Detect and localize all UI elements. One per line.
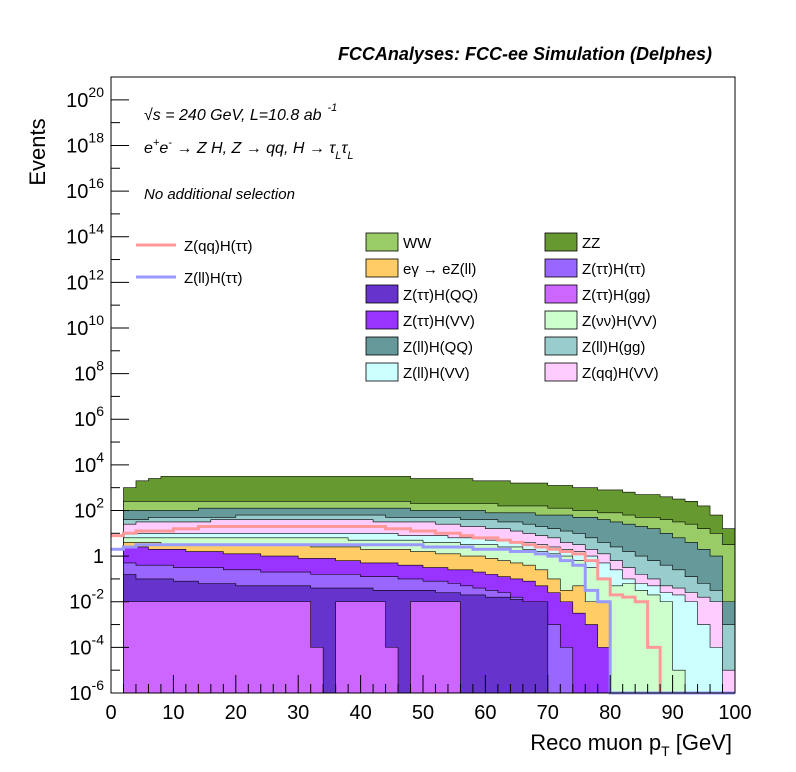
x-tick-label: 10 xyxy=(162,702,184,724)
x-tick-label: 80 xyxy=(599,702,621,724)
signal-Zll_Htautau xyxy=(111,543,735,695)
legend-label: Z(ll)H(QQ) xyxy=(403,339,473,356)
y-tick-label: 10-4 xyxy=(69,631,104,659)
legend-label: WW xyxy=(403,235,432,252)
legend-label: Z(qq)H(ττ) xyxy=(184,238,253,255)
x-tick-label: 20 xyxy=(225,702,247,724)
legend-label: Z(ττ)H(gg) xyxy=(582,287,651,304)
y-tick-label: 102 xyxy=(74,494,104,522)
y-tick-label: 1016 xyxy=(66,175,104,203)
y-tick-label: 1 xyxy=(93,546,104,568)
x-axis-label: Reco muon pT [GeV] xyxy=(530,730,732,759)
legend-label: Z(ll)H(ττ) xyxy=(184,270,243,287)
energy-lumi-text: √s = 240 GeV, L=10.8 ab xyxy=(144,107,322,124)
y-axis: 10-6 10-4 10-2 1 102 104 106 108 1010 1012 1014 101… xyxy=(66,76,129,705)
legend-swatch xyxy=(365,310,399,330)
y-tick-label: 106 xyxy=(74,403,104,431)
y-axis-label: Events xyxy=(25,118,50,185)
x-tick-label: 0 xyxy=(105,702,116,724)
legend-swatch xyxy=(544,258,578,278)
y-tick-label: 10-2 xyxy=(69,586,104,614)
legend-swatch xyxy=(365,336,399,356)
legend-label: Z(ll)H(VV) xyxy=(403,365,470,382)
x-tick-label: 90 xyxy=(661,702,683,724)
x-tick-label: 30 xyxy=(287,702,309,724)
y-tick-label: 1010 xyxy=(66,312,104,340)
legend-swatch xyxy=(365,362,399,382)
legend-label: Z(ll)H(gg) xyxy=(582,339,645,356)
legend-label: ZZ xyxy=(582,235,600,252)
legend-swatch xyxy=(365,232,399,252)
legend-label: Z(qq)H(VV) xyxy=(582,365,659,382)
energy-lumi-label: √s = 240 GeV, L=10.8 ab -1 xyxy=(144,102,337,124)
stacked-histogram xyxy=(111,475,736,694)
legend-swatch xyxy=(365,284,399,304)
y-tick-label: 10-6 xyxy=(69,677,104,705)
legend-swatch xyxy=(544,232,578,252)
x-tick-label: 40 xyxy=(349,702,371,724)
y-tick-label: 1014 xyxy=(66,221,104,249)
x-tick-label: 100 xyxy=(718,702,751,724)
signal-curves xyxy=(111,524,735,695)
process-label: e+e- → Z H, Z → qq, H → τLτL xyxy=(144,137,354,162)
legend-swatch xyxy=(544,284,578,304)
legend-swatch xyxy=(365,258,399,278)
legend-label: eγ → eZ(ll) xyxy=(403,261,476,278)
signal-Zqq_Htautau xyxy=(111,524,735,695)
selection-label: No additional selection xyxy=(144,186,295,203)
legend-label: Z(ττ)H(QQ) xyxy=(403,287,478,304)
legend-label: Z(νν)H(VV) xyxy=(582,313,657,330)
x-tick-label: 60 xyxy=(474,702,496,724)
y-tick-label: 108 xyxy=(74,358,104,386)
x-axis: 0 10 20 30 40 50 60 70 80 90 100 xyxy=(105,675,752,724)
legend-swatch xyxy=(544,336,578,356)
annotation-text: √s = 240 GeV, L=10.8 ab -1 e+e- → Z H, Z … xyxy=(144,102,354,203)
y-tick-label: 1020 xyxy=(66,84,104,112)
legend: Z(qq)H(ττ) Z(ll)H(ττ) WW ZZ eγ → eZ(ll) Z(ττ)… xyxy=(136,232,659,382)
x-tick-label: 70 xyxy=(537,702,559,724)
y-tick-label: 1018 xyxy=(66,129,104,157)
chart-title: FCCAnalyses: FCC-ee Simulation (Delphes) xyxy=(338,44,712,64)
legend-swatch xyxy=(544,310,578,330)
x-tick-label: 50 xyxy=(412,702,434,724)
legend-swatch xyxy=(544,362,578,382)
legend-label: Z(ττ)H(VV) xyxy=(403,313,475,330)
y-tick-label: 1012 xyxy=(66,266,104,294)
legend-label: Z(ττ)H(ττ) xyxy=(582,261,646,278)
y-tick-label: 104 xyxy=(74,449,104,477)
lumi-exponent: -1 xyxy=(328,102,338,114)
